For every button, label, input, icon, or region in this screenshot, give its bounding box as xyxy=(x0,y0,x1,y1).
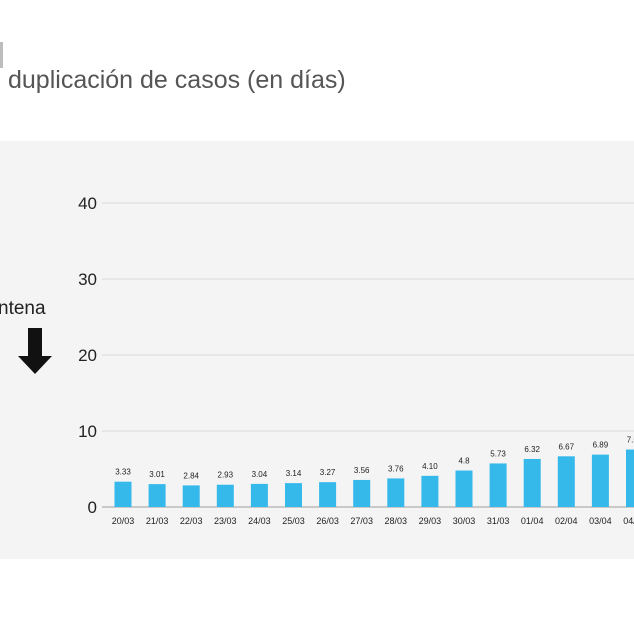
data-label: 3.04 xyxy=(252,470,268,479)
data-label: 4.10 xyxy=(422,462,438,471)
left-edge-mark xyxy=(0,42,3,68)
x-tick-label: 01/04 xyxy=(521,516,544,526)
data-label: 3.27 xyxy=(320,468,336,477)
x-tick-label: 27/03 xyxy=(350,516,373,526)
x-tick-label: 02/04 xyxy=(555,516,578,526)
x-tick-label: 30/03 xyxy=(453,516,476,526)
data-label: 3.56 xyxy=(354,466,370,475)
bar xyxy=(523,458,541,507)
data-label: 7.56 xyxy=(627,436,634,445)
x-tick-label: 03/04 xyxy=(589,516,612,526)
data-label: 6.67 xyxy=(559,442,575,451)
x-tick-label: 31/03 xyxy=(487,516,510,526)
y-tick-label: 10 xyxy=(78,422,97,441)
bar xyxy=(489,463,507,507)
bar xyxy=(455,470,473,507)
data-label: 3.33 xyxy=(115,468,131,477)
data-label: 2.84 xyxy=(183,471,199,480)
x-tick-label: 25/03 xyxy=(282,516,305,526)
x-tick-label: 28/03 xyxy=(385,516,408,526)
x-tick-label: 22/03 xyxy=(180,516,203,526)
bar xyxy=(250,483,268,507)
bar xyxy=(387,478,405,507)
y-tick-label: 40 xyxy=(78,194,97,213)
bar xyxy=(182,485,200,507)
data-label: 3.01 xyxy=(149,470,165,479)
bar-chart: 0 10 20 30 40 3.33 20/03 3.01 21/03 2.84 22/03 2.93… xyxy=(78,194,634,526)
bar xyxy=(353,479,371,507)
data-label: 3.14 xyxy=(286,469,302,478)
y-tick-label: 20 xyxy=(78,346,97,365)
x-tick-label: 20/03 xyxy=(112,516,135,526)
x-tick-label: 21/03 xyxy=(146,516,169,526)
bar xyxy=(114,481,132,507)
y-tick-label: 0 xyxy=(88,498,97,517)
cuarentena-label: ntena xyxy=(0,298,46,319)
bar xyxy=(285,483,302,507)
data-label: 2.93 xyxy=(218,471,234,480)
down-arrow-icon xyxy=(18,328,52,374)
bar xyxy=(557,456,575,507)
data-label: 3.76 xyxy=(388,464,404,473)
data-label: 4.8 xyxy=(458,457,470,466)
bar xyxy=(216,484,234,507)
bar xyxy=(626,449,634,507)
chart-title: duplicación de casos (en días) xyxy=(8,66,346,94)
bar xyxy=(591,454,609,507)
data-label: 6.89 xyxy=(593,441,609,450)
bar xyxy=(319,482,337,507)
bar xyxy=(148,484,166,507)
x-tick-label: 04/04 xyxy=(623,516,634,526)
x-tick-label: 29/03 xyxy=(419,516,442,526)
bar xyxy=(421,475,439,507)
data-label: 5.73 xyxy=(490,449,506,458)
x-tick-label: 24/03 xyxy=(248,516,271,526)
y-tick-label: 30 xyxy=(78,270,97,289)
x-tick-label: 23/03 xyxy=(214,516,237,526)
data-label: 6.32 xyxy=(524,445,540,454)
x-tick-label: 26/03 xyxy=(316,516,339,526)
